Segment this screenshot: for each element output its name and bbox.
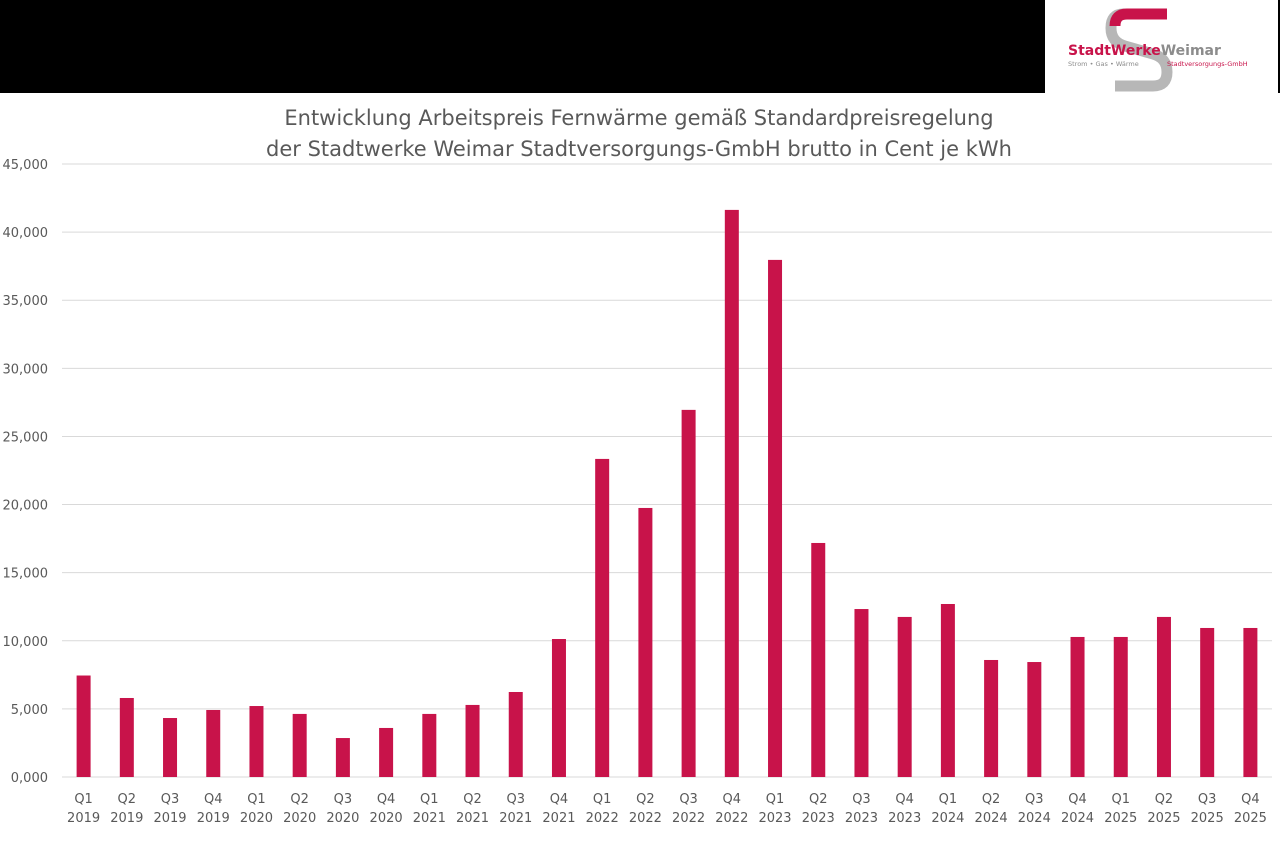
x-tick-label: Q4 2025 — [1233, 792, 1267, 826]
bar — [335, 738, 350, 777]
bar — [1156, 616, 1171, 777]
x-tick-label: Q1 2024 — [931, 792, 965, 826]
bar — [984, 659, 999, 777]
x-tick-label: Q3 2019 — [153, 792, 187, 826]
bar — [1070, 636, 1085, 777]
bar — [1113, 636, 1128, 777]
x-tick-label: Q1 2021 — [412, 792, 446, 826]
logo-company: Stadtversorgungs-GmbH — [1167, 60, 1248, 68]
bar — [249, 706, 264, 777]
logo-brand-right: Weimar — [1161, 43, 1221, 59]
bar — [119, 697, 134, 777]
x-tick-label: Q2 2024 — [974, 792, 1008, 826]
bar — [940, 603, 955, 777]
bar — [206, 709, 221, 777]
bar — [465, 704, 480, 777]
chart-title: Entwicklung Arbeitspreis Fernwärme gemäß… — [284, 106, 993, 130]
x-tick-label: Q4 2021 — [542, 792, 576, 826]
y-tick-label: 45,000 — [3, 158, 49, 173]
y-tick-label: 30,000 — [3, 362, 49, 377]
bar — [76, 675, 91, 777]
x-tick-label: Q3 2022 — [672, 792, 706, 826]
x-tick-label: Q3 2020 — [326, 792, 360, 826]
bar — [724, 209, 739, 778]
x-tick-label: Q2 2023 — [801, 792, 835, 826]
bar — [292, 713, 307, 777]
y-tick-label: 0,000 — [11, 771, 48, 786]
x-tick-label: Q1 2022 — [585, 792, 619, 826]
bar — [681, 409, 696, 777]
y-tick-label: 25,000 — [3, 430, 49, 445]
x-tick-label: Q1 2019 — [67, 792, 101, 826]
logo-brand-left: StadtWerke — [1068, 43, 1161, 59]
bar — [854, 609, 869, 777]
y-tick-label: 20,000 — [3, 499, 49, 514]
logo-tagline: Strom • Gas • Wärme — [1068, 60, 1139, 68]
y-tick-label: 5,000 — [11, 703, 48, 718]
y-tick-label: 10,000 — [3, 635, 49, 650]
bar — [811, 542, 826, 777]
x-tick-label: Q3 2023 — [844, 792, 878, 826]
x-tick-label: Q3 2021 — [499, 792, 533, 826]
x-tick-label: Q4 2019 — [196, 792, 230, 826]
bar — [163, 718, 178, 777]
x-tick-label: Q3 2025 — [1190, 792, 1224, 826]
x-tick-label: Q4 2023 — [888, 792, 922, 826]
logo: StadtWerkeWeimar Strom • Gas • Wärme Sta… — [1045, 0, 1278, 93]
logo-s-red — [1109, 8, 1167, 27]
x-tick-label: Q4 2020 — [369, 792, 403, 826]
chart-title: der Stadtwerke Weimar Stadtversorgungs-G… — [266, 137, 1012, 161]
chart: Entwicklung Arbeitspreis Fernwärme gemäß… — [3, 106, 1272, 786]
x-tick-label: Q2 2022 — [628, 792, 662, 826]
bar — [638, 507, 653, 777]
bar — [595, 458, 610, 777]
x-tick-label: Q2 2025 — [1147, 792, 1181, 826]
logo-brand: StadtWerkeWeimar — [1068, 43, 1221, 59]
bar — [1243, 627, 1258, 777]
x-tick-label: Q1 2025 — [1104, 792, 1138, 826]
bar — [1200, 627, 1215, 777]
bar — [551, 639, 566, 777]
x-tick-label: Q1 2020 — [239, 792, 273, 826]
x-tick-label: Q2 2019 — [110, 792, 144, 826]
bar — [897, 616, 912, 777]
bar — [768, 259, 783, 777]
x-tick-label: Q3 2024 — [1017, 792, 1051, 826]
bar — [379, 727, 394, 777]
y-tick-label: 35,000 — [3, 294, 49, 309]
bar — [422, 713, 437, 777]
x-tick-label: Q2 2020 — [283, 792, 317, 826]
y-tick-label: 40,000 — [3, 226, 49, 241]
x-tick-label: Q4 2022 — [715, 792, 749, 826]
x-tick-label: Q2 2021 — [455, 792, 490, 826]
y-tick-label: 15,000 — [3, 567, 49, 582]
logo-graphic: StadtWerkeWeimar Strom • Gas • Wärme Sta… — [1068, 8, 1248, 92]
bar — [1027, 662, 1042, 777]
x-tick-label: Q4 2024 — [1060, 792, 1095, 826]
bar — [508, 691, 523, 777]
x-tick-label: Q1 2023 — [758, 792, 792, 826]
